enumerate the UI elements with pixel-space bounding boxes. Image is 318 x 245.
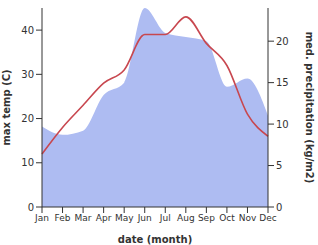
svg-text:0: 0 <box>276 202 282 213</box>
svg-text:Aug: Aug <box>177 213 195 223</box>
svg-text:20: 20 <box>21 113 34 124</box>
svg-text:0: 0 <box>28 202 34 213</box>
svg-text:Jun: Jun <box>137 213 152 223</box>
svg-text:30: 30 <box>21 69 34 80</box>
svg-text:Nov: Nov <box>239 213 257 223</box>
svg-text:date (month): date (month) <box>118 234 192 245</box>
svg-text:med. precipitation (kg/m2): med. precipitation (kg/m2) <box>304 32 310 184</box>
svg-text:Feb: Feb <box>55 213 71 223</box>
svg-text:Jul: Jul <box>159 213 171 223</box>
svg-text:20: 20 <box>276 36 289 47</box>
svg-text:max temp (C): max temp (C) <box>8 69 12 145</box>
svg-text:5: 5 <box>276 160 282 171</box>
svg-text:10: 10 <box>276 119 289 130</box>
svg-text:15: 15 <box>276 77 289 88</box>
svg-text:May: May <box>115 213 134 223</box>
svg-text:Dec: Dec <box>259 213 276 223</box>
svg-text:Sep: Sep <box>198 213 215 223</box>
svg-text:Apr: Apr <box>96 213 112 223</box>
svg-text:10: 10 <box>21 157 34 168</box>
svg-text:Mar: Mar <box>75 213 92 223</box>
svg-text:40: 40 <box>21 25 34 36</box>
svg-text:Jan: Jan <box>34 213 49 223</box>
svg-text:Oct: Oct <box>219 213 235 223</box>
